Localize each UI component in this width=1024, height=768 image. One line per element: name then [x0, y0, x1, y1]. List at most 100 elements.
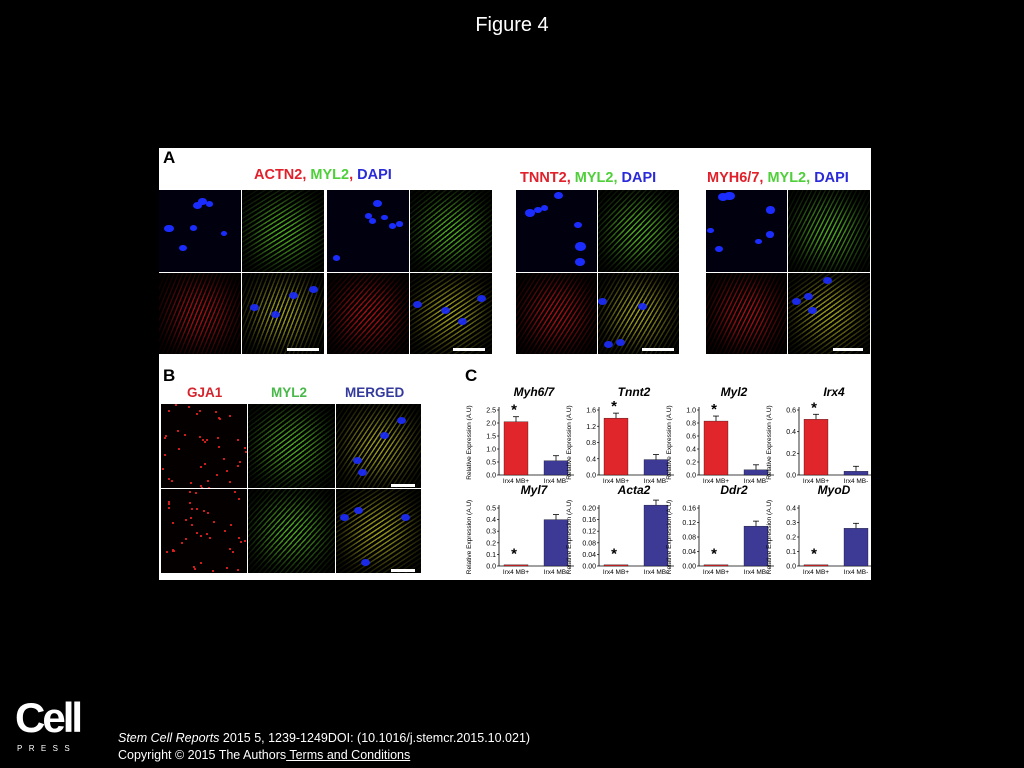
y-tick-label: 1.2 [586, 424, 596, 431]
y-tick-label: 0.0 [786, 473, 796, 480]
bar-chart: Ddr2 Relative Expression (A.U) 0.00 0.04 0.0… [666, 483, 774, 576]
y-tick-label: 0.0 [486, 473, 496, 480]
chart-title: Irx4 [823, 385, 845, 399]
y-tick-label: 2.0 [486, 421, 496, 428]
y-axis-label: Relative Expression (A.U) [566, 500, 573, 574]
bar-chart: Myl7 Relative Expression (A.U) 0.0 0.1 0.2 0.… [466, 483, 574, 576]
nucleus [598, 297, 608, 305]
nucleus [372, 199, 383, 208]
nucleus [332, 254, 341, 262]
micrograph-tile-a-2 [159, 273, 241, 354]
panel-a-header-myh67: MYH6/7, MYL2, DAPI [707, 170, 849, 186]
micrograph-tile-a-8 [516, 190, 597, 272]
micrograph-tile-a-6 [327, 273, 409, 354]
gap-junction-dot [172, 549, 175, 552]
journal-name: Stem Cell Reports [118, 731, 220, 745]
bar [503, 421, 529, 476]
x-category-label: Irx4 MB- [544, 478, 569, 485]
nucleus [575, 242, 586, 251]
nucleus [339, 514, 349, 522]
gap-junction-dot [234, 491, 237, 494]
x-category-label: Irx4 MB- [844, 478, 869, 485]
y-tick-label: 0.0 [686, 473, 696, 480]
chart-title: Ddr2 [720, 483, 748, 497]
nucleus [540, 205, 549, 212]
nucleus [707, 227, 714, 233]
panel-a-label: A [163, 148, 176, 167]
y-tick-label: 0.1 [486, 552, 496, 559]
y-tick-label: 0.5 [486, 460, 496, 467]
gap-junction-dot [213, 521, 216, 524]
nucleus [724, 191, 735, 201]
x-category-label: Irx4 MB- [844, 569, 869, 576]
y-tick-label: 0.4 [786, 429, 796, 436]
nucleus [440, 307, 450, 315]
gap-junction-dot [168, 409, 171, 412]
chart-title: Myl7 [521, 483, 549, 497]
y-axis-label: Relative Expression (A.U) [466, 405, 473, 479]
header-part: , [566, 170, 575, 186]
nucleus [714, 245, 723, 253]
gap-junction-dot [201, 487, 204, 488]
header-part: , [613, 170, 622, 186]
micrograph-tile-a-13 [788, 190, 870, 272]
gap-junction-dot [200, 535, 203, 538]
y-tick-label: 0.16 [582, 517, 596, 524]
y-tick-label: 0.6 [686, 434, 696, 441]
micrograph-tile-b-1 [248, 404, 335, 488]
bar [543, 460, 569, 476]
gap-junction-dot [184, 434, 187, 437]
header-part: ACTN2 [254, 167, 303, 183]
nucleus [381, 214, 388, 221]
gap-junction-dot [202, 438, 205, 441]
nucleus [388, 222, 397, 229]
y-tick-label: 0.5 [486, 506, 496, 513]
citation-details: 2015 5, 1239-1249DOI: (10.1016/j.stemcr.… [219, 731, 531, 745]
cell-logo-word: Cell [15, 694, 83, 741]
y-tick-label: 0.20 [582, 506, 596, 513]
nucleus [271, 310, 281, 318]
header-part: , [349, 167, 358, 183]
nucleus [754, 238, 762, 245]
scale-bar [391, 484, 415, 487]
gap-junction-dot [225, 566, 228, 569]
gap-junction-dot [223, 530, 226, 533]
scale-bar [391, 569, 415, 572]
nucleus [400, 513, 410, 521]
header-part: MYL2 [310, 167, 350, 183]
micrograph-tile-a-1 [242, 190, 324, 272]
x-category-label: Irx4 MB+ [503, 569, 529, 576]
nucleus [766, 206, 776, 214]
header-part: MYL2 [574, 170, 614, 186]
gap-junction-dot [177, 429, 180, 432]
terms-and-conditions-link[interactable]: Terms and Conditions [286, 748, 411, 762]
gap-junction-dot [172, 548, 175, 551]
gap-junction-dot [199, 561, 202, 564]
chart-title: Myh6/7 [514, 385, 556, 399]
gap-junction-dot [237, 536, 240, 539]
gap-junction-dot [207, 480, 210, 483]
header-part: DAPI [621, 170, 657, 186]
gap-junction-dot [237, 568, 240, 571]
micrograph-tile-a-5 [410, 190, 492, 272]
nucleus [369, 218, 377, 224]
press-logo-word: PRESS [17, 744, 77, 753]
gap-junction-dot [217, 436, 220, 439]
panel-a-header-actn2: ACTN2, MYL2, DAPI [254, 167, 392, 183]
gap-junction-dot [167, 478, 170, 480]
x-category-label: Irx4 MB- [644, 569, 669, 576]
nucleus [193, 202, 202, 210]
significance-star: * [511, 402, 517, 419]
nucleus [534, 206, 543, 214]
y-tick-label: 0.4 [786, 506, 796, 513]
y-tick-label: 0.2 [786, 535, 796, 542]
y-tick-label: 0.04 [582, 552, 596, 559]
bar [843, 471, 869, 476]
y-tick-label: 0.4 [686, 447, 696, 454]
nucleus [807, 306, 817, 314]
significance-star: * [611, 398, 617, 415]
chart-title: Tnnt2 [618, 385, 651, 399]
y-tick-label: 0.0 [586, 473, 596, 480]
bar [803, 564, 829, 567]
y-axis-label: Relative Expression (A.U) [566, 405, 573, 479]
